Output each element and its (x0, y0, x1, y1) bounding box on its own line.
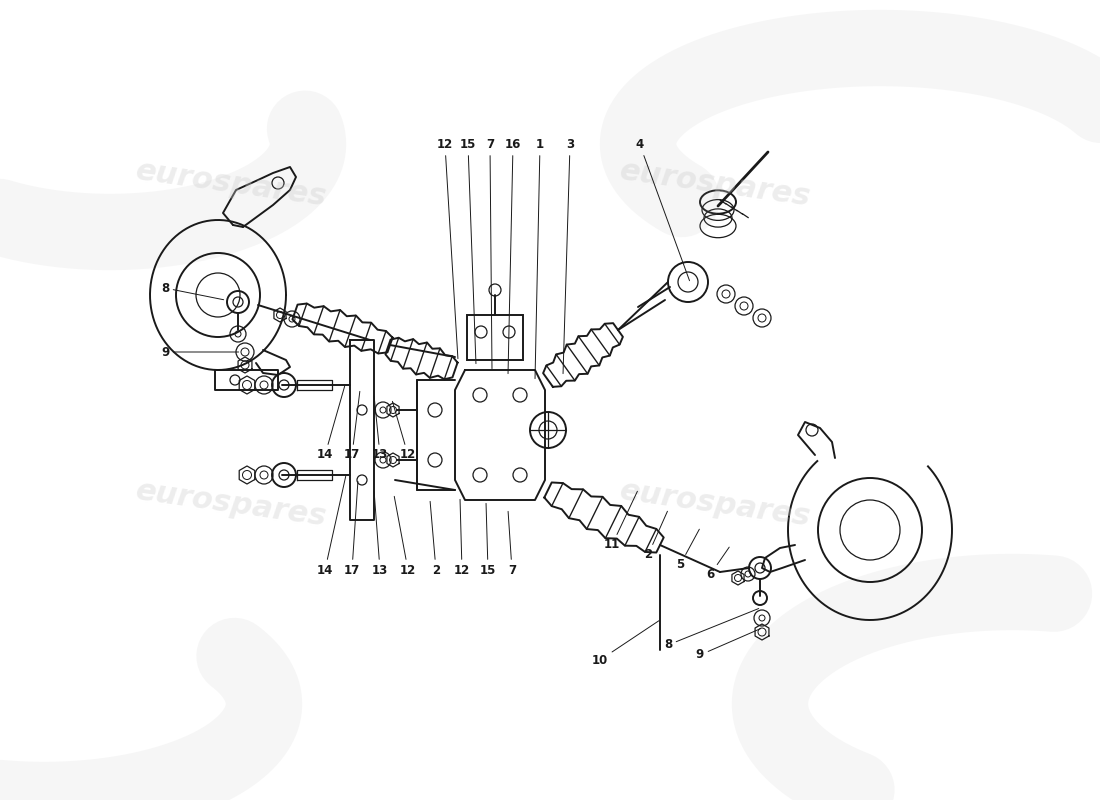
Text: 7: 7 (508, 511, 516, 577)
Text: 8: 8 (664, 609, 759, 651)
Text: 9: 9 (161, 346, 239, 358)
Text: eurospares: eurospares (617, 476, 813, 532)
Text: 14: 14 (317, 476, 345, 577)
Text: 12: 12 (393, 402, 416, 462)
Text: 14: 14 (317, 386, 344, 462)
Text: 12: 12 (394, 496, 416, 577)
Text: 15: 15 (480, 503, 496, 577)
Text: 4: 4 (636, 138, 690, 281)
Text: 1: 1 (535, 138, 544, 378)
Text: 6: 6 (706, 547, 729, 582)
Text: eurospares: eurospares (133, 476, 329, 532)
Text: 5: 5 (675, 530, 700, 571)
Text: 17: 17 (344, 482, 360, 577)
Text: 16: 16 (505, 138, 521, 374)
Text: 7: 7 (486, 138, 494, 369)
Text: 13: 13 (372, 396, 388, 462)
Text: 9: 9 (696, 629, 761, 662)
Text: 2: 2 (644, 511, 668, 562)
Text: 2: 2 (430, 502, 440, 577)
Text: 11: 11 (604, 491, 637, 551)
Text: 12: 12 (437, 138, 458, 358)
Text: 17: 17 (344, 391, 360, 462)
Text: 10: 10 (592, 621, 659, 666)
Text: 12: 12 (454, 499, 470, 577)
Text: 13: 13 (372, 491, 388, 577)
Bar (468, 315, 522, 360)
Text: 3: 3 (563, 138, 574, 374)
Text: eurospares: eurospares (133, 156, 329, 212)
Text: 15: 15 (460, 138, 476, 364)
Text: eurospares: eurospares (617, 156, 813, 212)
Text: 8: 8 (161, 282, 223, 300)
